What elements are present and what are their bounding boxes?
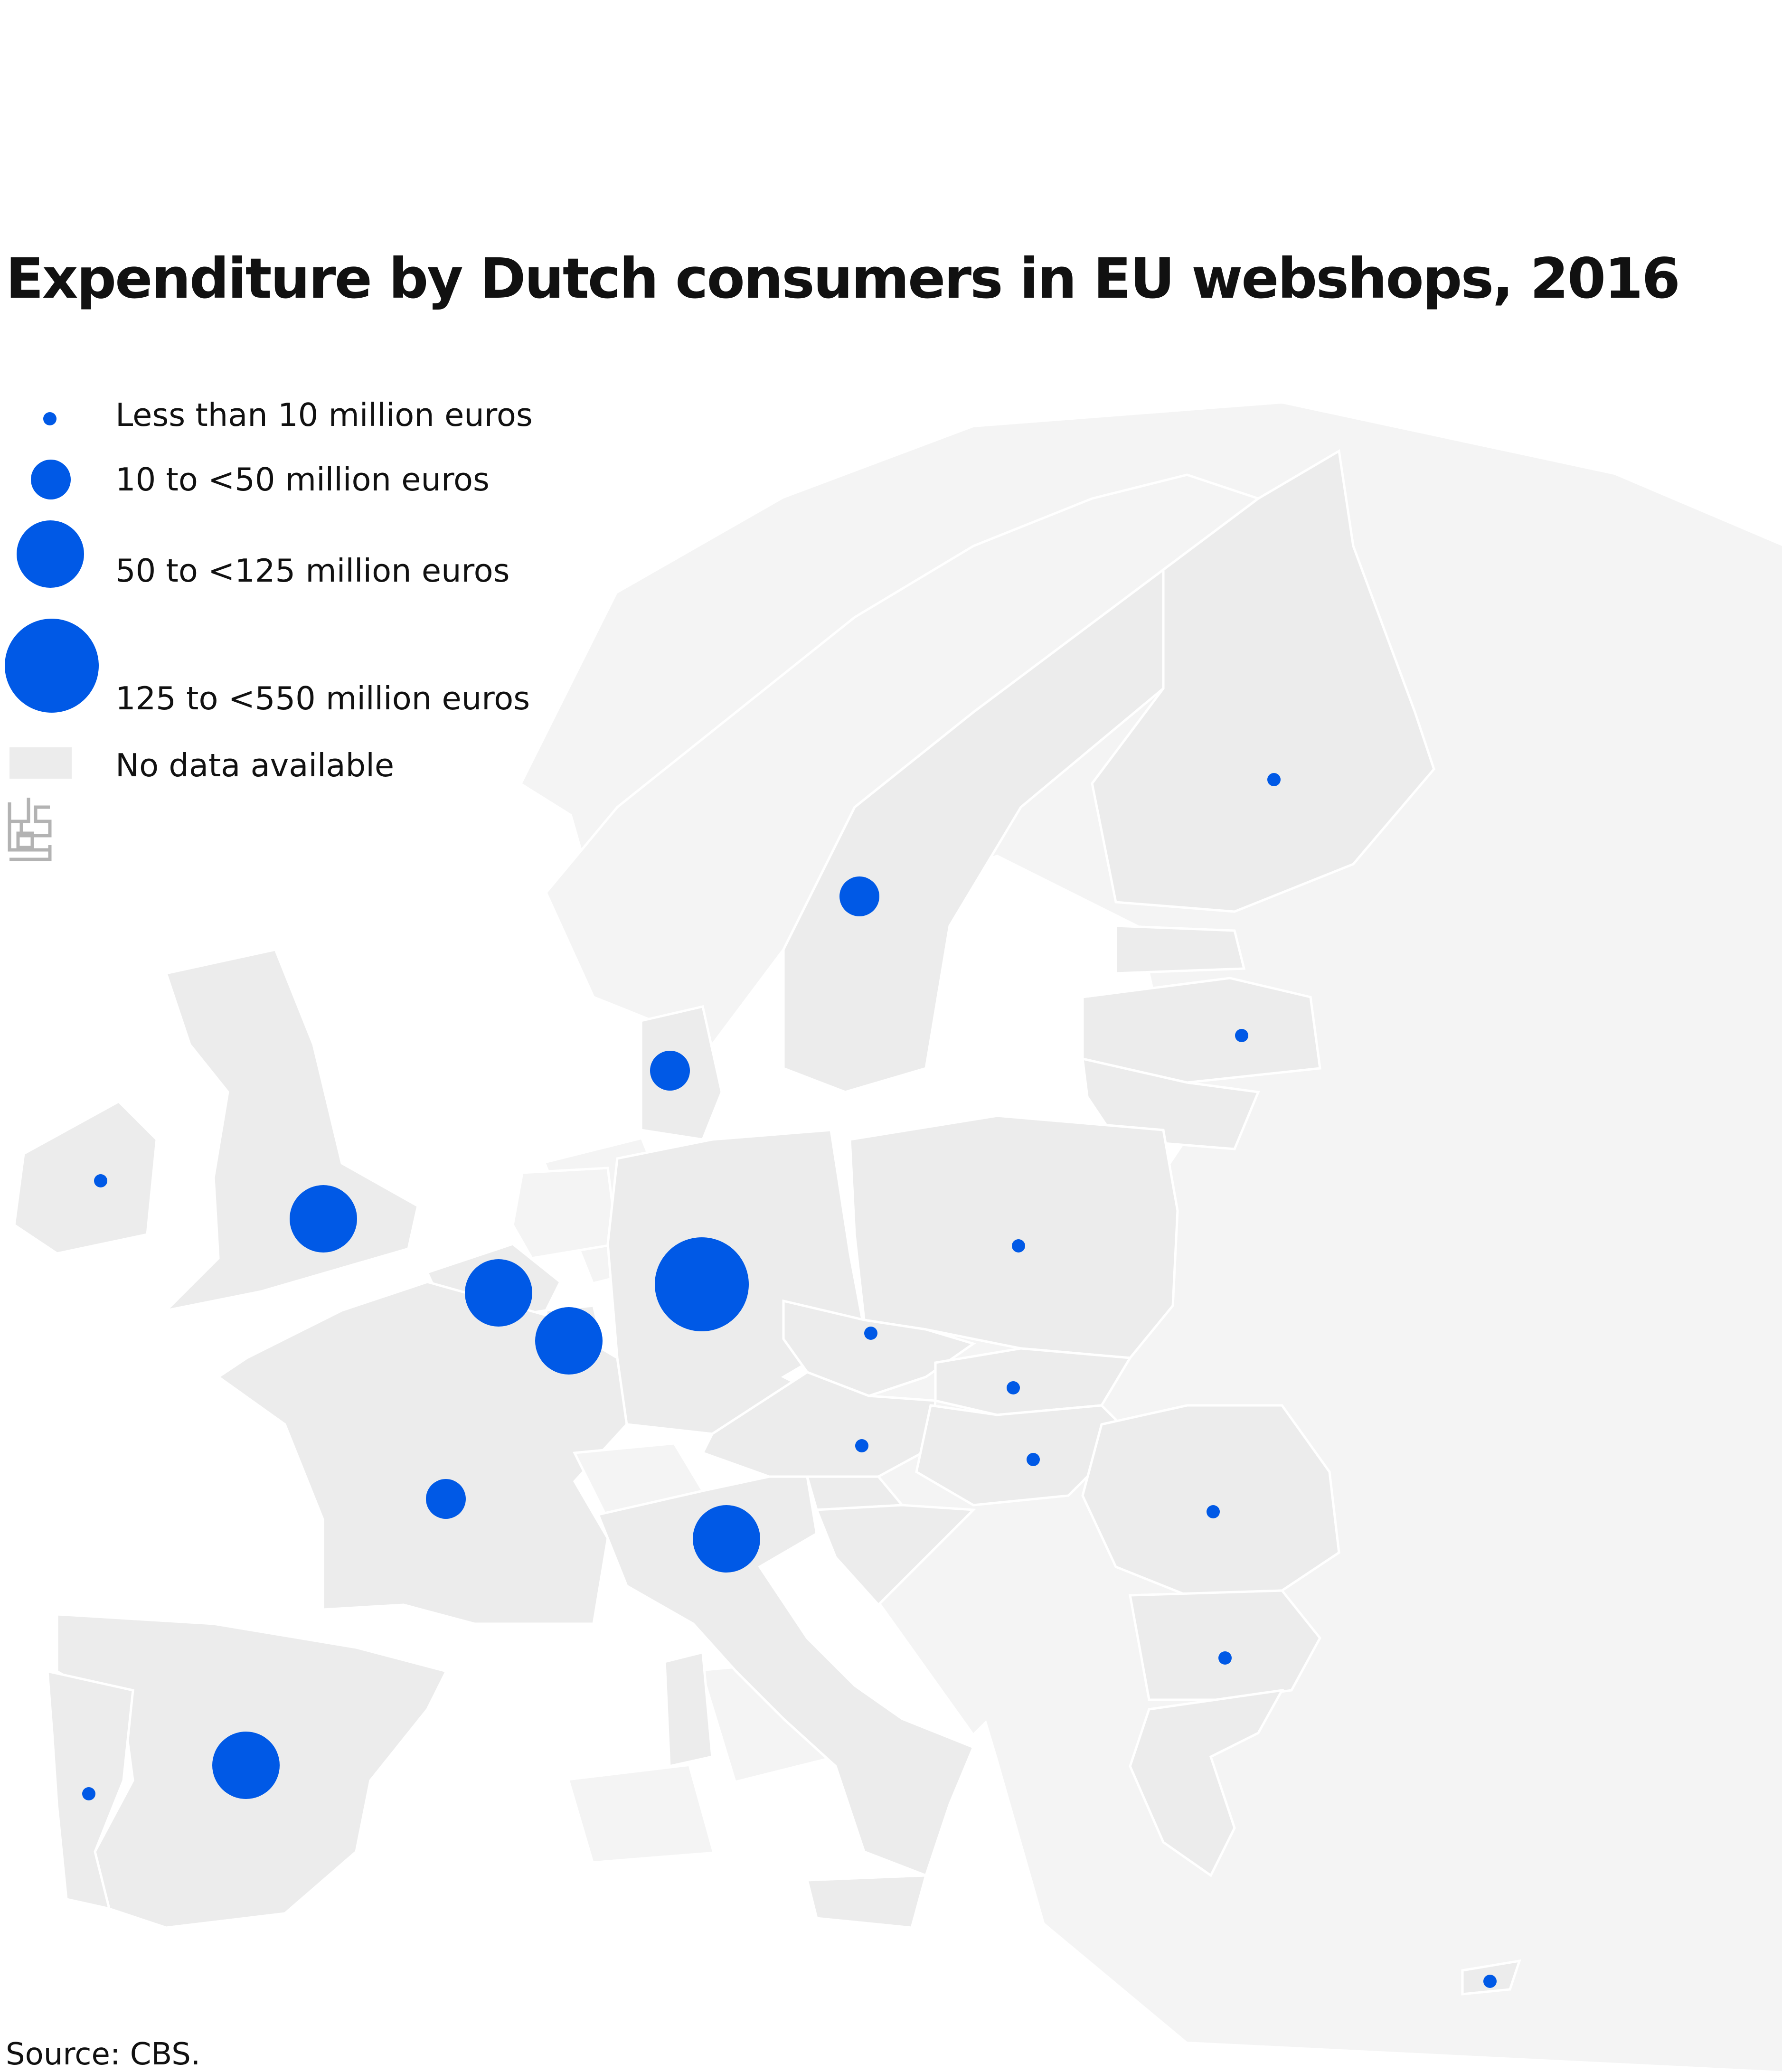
marker-hungary (1027, 1453, 1040, 1466)
eu-countries (13, 449, 1521, 1996)
country-finland (1091, 449, 1435, 913)
marker-slovakia (1007, 1381, 1020, 1394)
country-united-kingdom (162, 948, 419, 1313)
country-czech-republic (782, 1299, 976, 1397)
country-sicily (805, 1874, 928, 1929)
marker-denmark (650, 1051, 690, 1091)
marker-luxembourg (535, 1307, 603, 1375)
marker-ireland (94, 1174, 107, 1187)
marker-bulgaria (1218, 1651, 1232, 1665)
marker-latvia (1235, 1029, 1248, 1042)
marker-sweden (839, 876, 879, 916)
country-estonia (1114, 924, 1246, 975)
country-greece (1129, 1688, 1284, 1877)
country-italy (596, 1475, 975, 1877)
legend-label-class-4: 125 to <550 million euros (115, 680, 530, 717)
marker-italy (693, 1505, 760, 1573)
legend-no-data-swatch (9, 747, 72, 779)
legend-label-no-data: No data available (115, 747, 395, 784)
marker-austria (855, 1439, 868, 1452)
country-sweden (782, 567, 1165, 1093)
marker-united-kingdom (290, 1185, 357, 1253)
country-ireland (13, 1100, 158, 1255)
legend-markers (5, 412, 99, 713)
country-croatia (815, 1504, 976, 1607)
country-bulgaria (1129, 1589, 1321, 1701)
legend-label-class-3: 50 to <125 million euros (115, 552, 510, 589)
marker-france (426, 1479, 466, 1519)
marker-poland (1012, 1239, 1025, 1253)
marker-czech-republic (864, 1327, 877, 1340)
marker-spain (212, 1732, 280, 1799)
country-netherlands (511, 1167, 619, 1260)
legend-marker-class-3 (17, 520, 84, 588)
legend-label-class-2: 10 to <50 million euros (115, 461, 490, 498)
marker-romania (1207, 1505, 1220, 1518)
legend-marker-class-2 (31, 460, 71, 499)
marker-belgium (465, 1259, 532, 1327)
source-note: Source: CBS. (6, 2037, 201, 2072)
legend-marker-class-1 (43, 412, 57, 425)
legend-label-class-1: Less than 10 million euros (115, 396, 533, 433)
country-sardinia (663, 1650, 714, 1768)
marker-cyprus (1483, 1975, 1497, 1988)
country-romania (1081, 1404, 1340, 1597)
country-poland (849, 1114, 1179, 1359)
chart-title: Expenditure by Dutch consumers in EU web… (6, 246, 1680, 311)
marker-portugal (82, 1787, 95, 1800)
cbs-logo (8, 798, 52, 861)
markers-layer (82, 773, 1497, 1988)
legend-marker-class-4 (5, 619, 99, 713)
marker-finland (1267, 773, 1281, 786)
marker-germany (655, 1237, 749, 1331)
